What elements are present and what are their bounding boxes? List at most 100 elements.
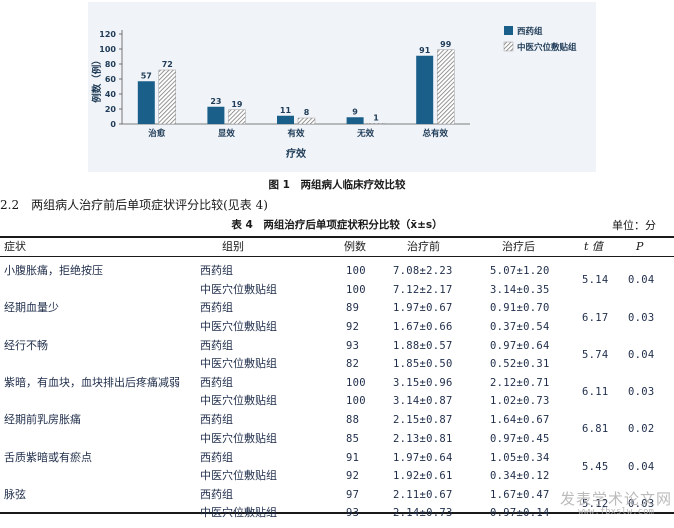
group-name: 中医穴位敷贴组 xyxy=(200,506,277,520)
header-t: t 值 xyxy=(584,240,603,253)
score-before: 2.15±0.87 xyxy=(393,414,453,427)
bar-data-label: 57 xyxy=(141,71,152,80)
group-name: 中医穴位敷贴组 xyxy=(200,469,277,482)
score-before: 7.08±2.23 xyxy=(393,265,453,277)
score-after: 0.91±0.70 xyxy=(490,302,550,315)
score-after: 0.52±0.31 xyxy=(490,358,550,371)
y-tick-label: 120 xyxy=(99,30,116,39)
score-before: 1.97±0.64 xyxy=(393,451,453,464)
x-axis-label: 疗效 xyxy=(286,147,307,160)
group-name: 中医穴位敷贴组 xyxy=(200,357,277,371)
bar-tcm-0 xyxy=(158,69,177,125)
legend-swatch-1 xyxy=(503,41,514,52)
p-value: 0.04 xyxy=(628,460,655,473)
score-after: 0.37±0.54 xyxy=(490,320,550,333)
p-value: 0.04 xyxy=(628,348,655,361)
y-tick-label: 20 xyxy=(105,105,117,114)
score-after: 1.67±0.47 xyxy=(490,488,550,501)
score-after: 0.97±0.14 xyxy=(490,507,550,520)
case-count: 85 xyxy=(346,432,360,445)
table-top-rule xyxy=(0,236,674,238)
bar-western-0 xyxy=(137,81,155,124)
symptom-label: 脉弦 xyxy=(4,487,26,501)
t-value: 6.17 xyxy=(582,311,609,324)
bar-tcm-2 xyxy=(297,117,316,125)
score-after: 5.07±1.20 xyxy=(490,265,550,277)
p-value: 0.03 xyxy=(628,311,655,324)
case-count: 89 xyxy=(346,302,360,315)
score-after: 3.14±0.35 xyxy=(490,283,550,296)
bar-tcm-3 xyxy=(367,123,385,125)
case-count: 100 xyxy=(346,265,366,277)
bar-tcm-1 xyxy=(228,109,246,125)
section-heading: 2.2 两组病人治疗前后单项症状评分比较(见表 4) xyxy=(0,198,268,212)
bar-data-label: 19 xyxy=(231,100,243,109)
t-value: 5.12 xyxy=(582,498,609,511)
score-before: 3.15±0.96 xyxy=(393,376,453,389)
case-count: 93 xyxy=(346,339,360,352)
y-axis-label: 例数（例） xyxy=(91,55,103,103)
symptom-label: 经期前乳房胀痛 xyxy=(4,413,81,427)
group-name: 西药组 xyxy=(200,338,233,352)
header-p: P xyxy=(636,240,644,253)
case-count: 100 xyxy=(346,283,366,296)
table-bottom-rule xyxy=(0,512,674,514)
bar-data-label: 23 xyxy=(210,97,221,106)
bar-western-4 xyxy=(416,55,434,124)
bar-data-label: 8 xyxy=(304,108,310,117)
score-after: 1.02±0.73 xyxy=(490,395,550,408)
p-value: 0.04 xyxy=(628,274,655,287)
symptom-label: 紫暗，有血块，血块排出后疼痛减弱 xyxy=(4,375,180,389)
x-category-label: 治愈 xyxy=(148,128,166,139)
figure-caption: 图 1 两组病人临床疗效比较 xyxy=(268,179,406,191)
case-count: 92 xyxy=(346,320,360,333)
group-name: 西药组 xyxy=(200,450,233,464)
score-after: 0.34±0.12 xyxy=(490,470,550,482)
legend-label-1: 中医穴位敷贴组 xyxy=(517,42,577,53)
group-name: 西药组 xyxy=(200,264,233,277)
y-tick-label: 40 xyxy=(105,90,117,99)
group-name: 中医穴位敷贴组 xyxy=(200,319,277,333)
watermark: 发表学术论文网 www.fbxslw.com xyxy=(560,488,672,517)
score-after: 1.05±0.34 xyxy=(490,451,550,464)
score-before: 1.97±0.67 xyxy=(393,302,453,315)
score-before: 2.11±0.67 xyxy=(393,488,453,501)
p-value: 0.03 xyxy=(628,386,655,399)
header-after: 治疗后 xyxy=(502,240,535,253)
case-count: 92 xyxy=(346,470,360,482)
symptom-label: 舌质紫暗或有瘀点 xyxy=(4,450,92,464)
bar-data-label: 11 xyxy=(280,106,292,115)
p-value: 0.03 xyxy=(628,498,655,511)
score-after: 1.64±0.67 xyxy=(490,414,550,427)
header-group: 组别 xyxy=(222,240,244,253)
y-tick-label: 60 xyxy=(105,75,117,84)
symptom-label: 小腹胀痛，拒绝按压 xyxy=(4,264,103,277)
t-value: 5.14 xyxy=(582,274,609,287)
x-category-label: 无效 xyxy=(356,128,375,139)
score-after: 2.12±0.71 xyxy=(490,376,550,389)
x-category-label: 显效 xyxy=(218,128,236,139)
x-category-label: 总有效 xyxy=(422,128,448,139)
case-count: 88 xyxy=(346,414,360,427)
symptom-label: 经行不畅 xyxy=(4,338,48,352)
bar-data-label: 99 xyxy=(440,40,452,49)
case-count: 100 xyxy=(346,376,366,389)
table-caption: 表 4 两组治疗后单项症状积分比较（x̄±s） xyxy=(231,219,443,231)
bar-data-label: 72 xyxy=(162,60,173,69)
score-before: 1.92±0.61 xyxy=(393,470,453,482)
case-count: 100 xyxy=(346,395,366,408)
t-value: 6.81 xyxy=(582,423,609,436)
header-symptom: 症状 xyxy=(4,240,26,253)
group-name: 西药组 xyxy=(200,375,233,389)
x-category-label: 有效 xyxy=(287,128,305,139)
header-n: 例数 xyxy=(344,240,366,253)
bar-western-1 xyxy=(207,106,225,124)
figure-1-chart: 0 20 40 60 80 100 120 例数（例） 57 72 治愈 23 19 显效 11 8 有效 9 1 无… xyxy=(88,2,596,172)
bar-data-label: 1 xyxy=(373,113,379,122)
bar-western-2 xyxy=(277,115,294,124)
score-before: 7.12±2.17 xyxy=(393,283,453,296)
t-value: 6.11 xyxy=(582,386,609,399)
group-name: 西药组 xyxy=(200,487,233,501)
p-value: 0.02 xyxy=(628,423,655,436)
